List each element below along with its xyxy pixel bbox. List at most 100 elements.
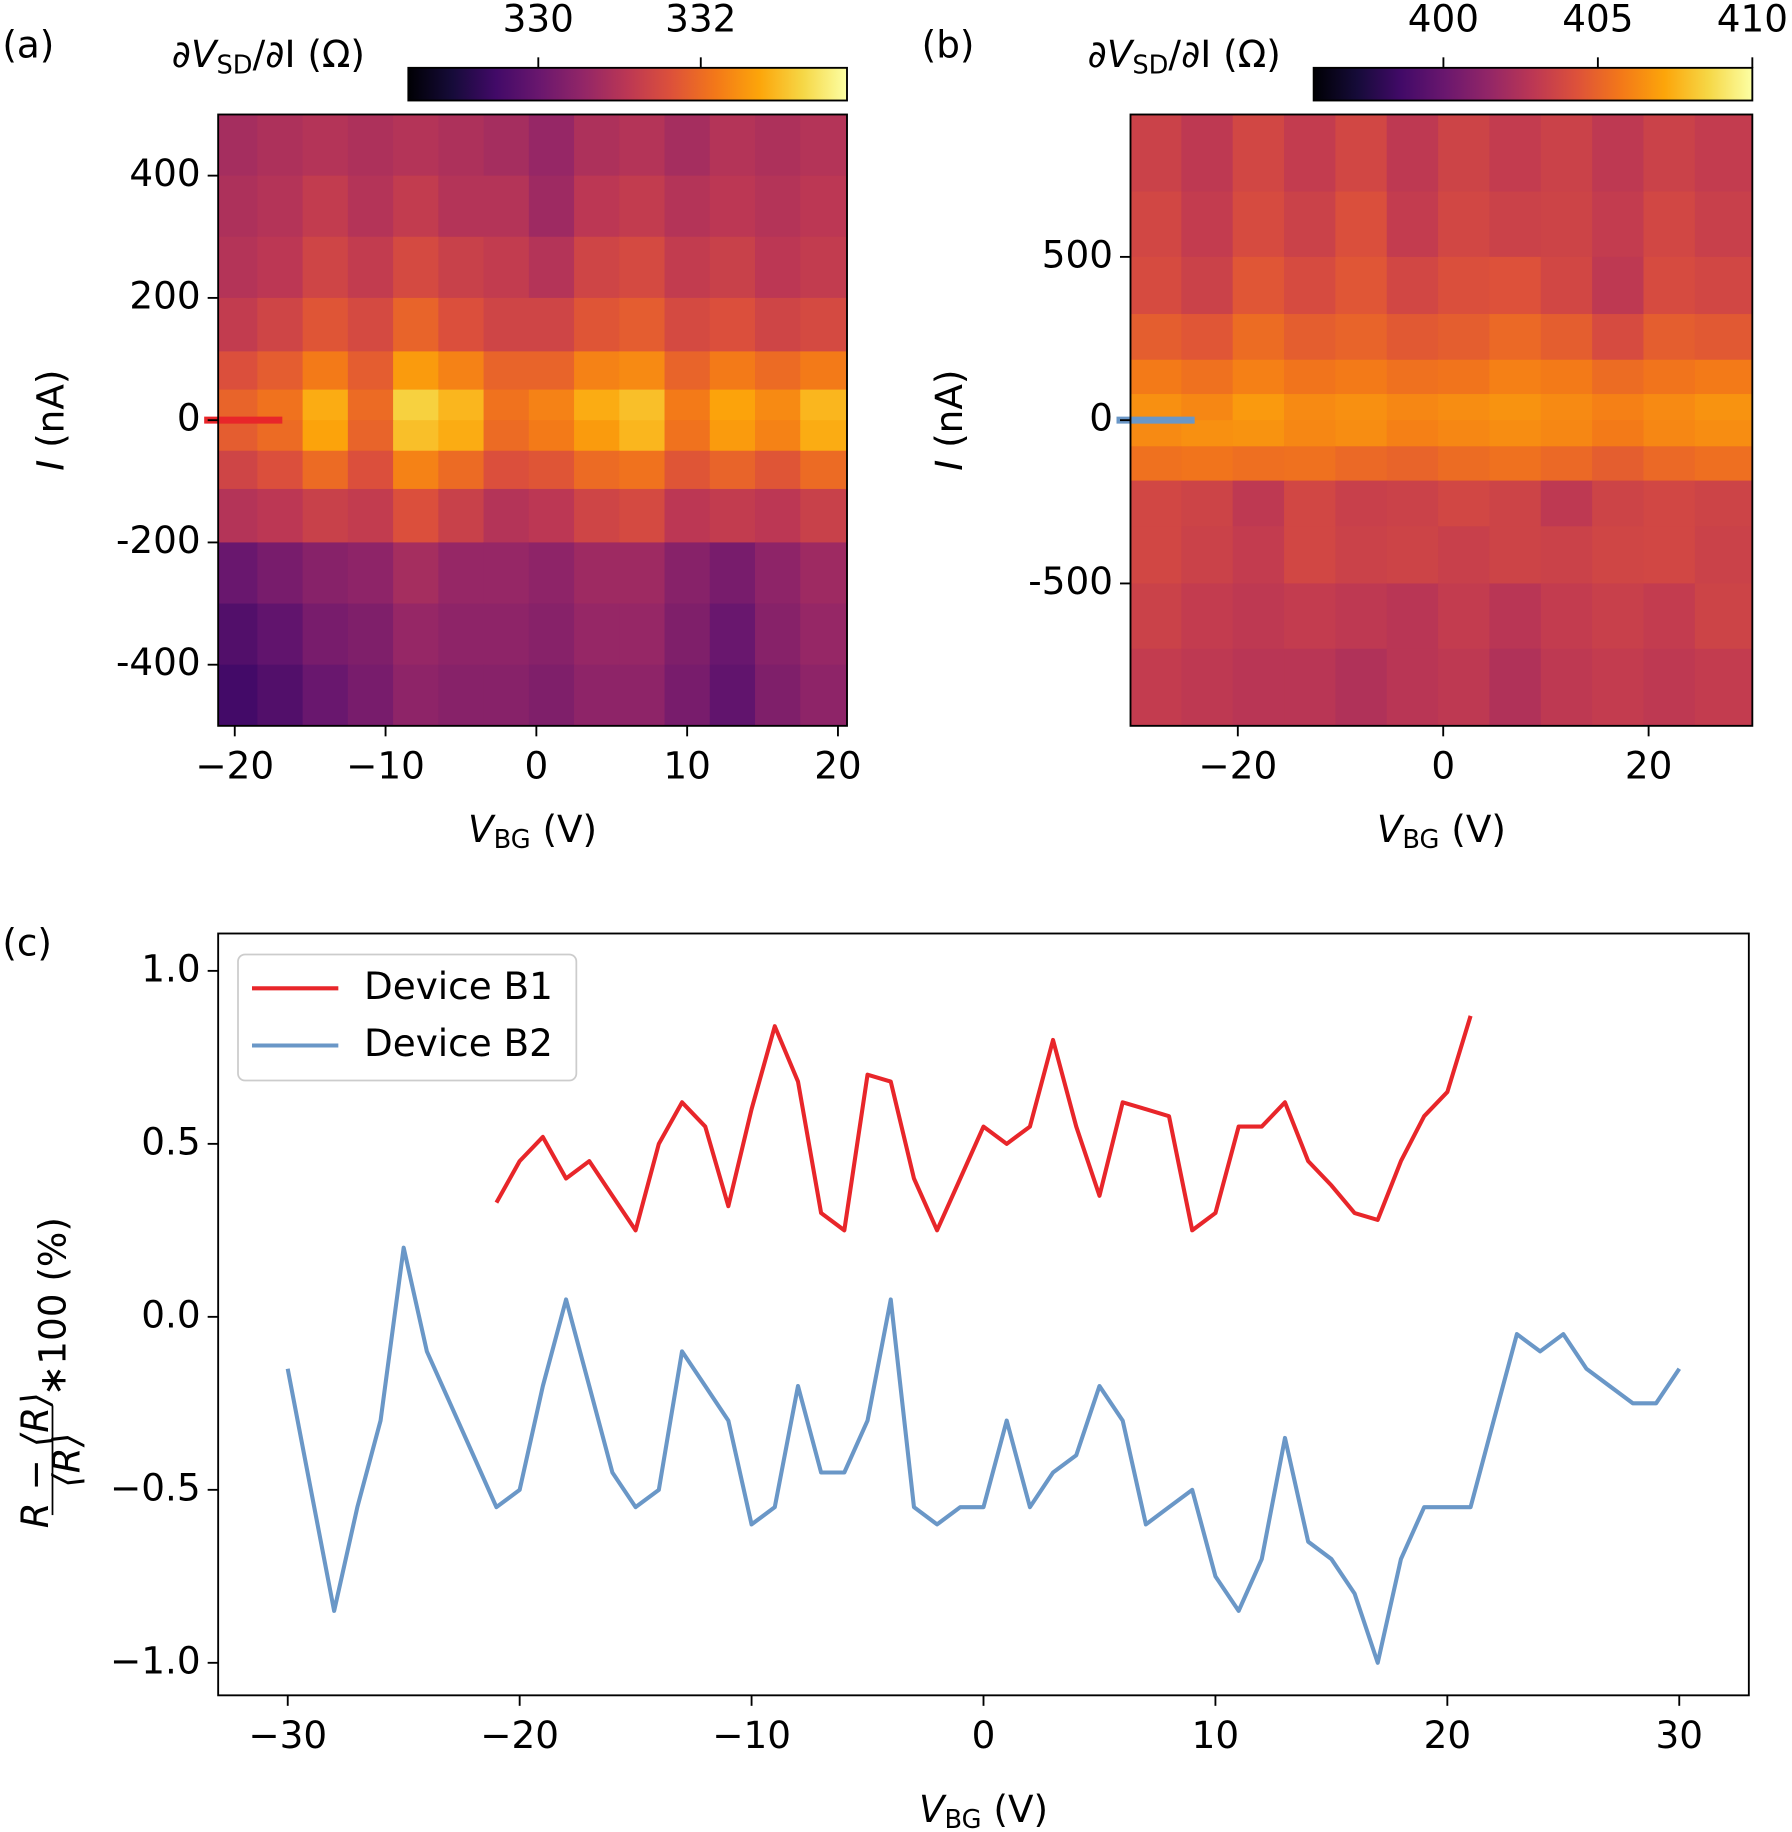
heatmap-cell	[528, 114, 575, 177]
label-part: BG	[944, 1805, 981, 1832]
heatmap-cell	[1592, 526, 1645, 585]
heatmap-cell	[800, 664, 848, 727]
heatmap-cell	[347, 389, 394, 421]
heatmap-cell	[218, 297, 258, 352]
heatmap-cell	[257, 488, 304, 544]
heatmap-cell	[528, 175, 575, 238]
label-part: (V)	[982, 1786, 1049, 1830]
y-tick-label: 0.5	[141, 1119, 200, 1163]
heatmap-cell	[1489, 114, 1542, 193]
x-tick-label: −30	[248, 1713, 327, 1757]
heatmap-cell	[1284, 359, 1336, 395]
heatmap-cell	[1438, 420, 1491, 447]
heatmap-cell	[1335, 648, 1388, 727]
heatmap-cell	[1694, 446, 1753, 482]
heatmap-cell	[438, 175, 485, 238]
heatmap-cell	[1489, 256, 1542, 315]
heatmap-cell	[755, 351, 801, 391]
y-label-numerator: R − ⟨R⟩	[13, 1392, 57, 1528]
heatmap-cell	[1335, 446, 1388, 482]
heatmap-cell	[1540, 191, 1593, 258]
heatmap-cell	[347, 114, 394, 177]
heatmap-cell	[1489, 314, 1542, 361]
label-part: (V)	[1439, 806, 1506, 850]
heatmap-cell	[1284, 446, 1336, 482]
heatmap-cell	[393, 488, 439, 544]
heatmap-cell	[755, 488, 801, 544]
heatmap-cell	[755, 542, 801, 605]
heatmap-cell	[483, 351, 530, 391]
x-tick-label: −20	[480, 1713, 559, 1757]
heatmap-cell	[1386, 583, 1439, 650]
heatmap-cell	[347, 297, 394, 352]
heatmap-cell	[1386, 420, 1439, 447]
heatmap-cell	[574, 542, 620, 605]
heatmap-cell	[1489, 526, 1542, 585]
legend-label: Device B2	[364, 1021, 553, 1065]
heatmap-cell	[664, 351, 711, 391]
heatmap-cell	[1592, 446, 1645, 482]
heatmap-cell	[218, 542, 258, 605]
heatmap-cell	[709, 297, 756, 352]
heatmap-cell	[257, 114, 304, 177]
heatmap-cell	[1438, 394, 1491, 421]
heatmap-cell	[1592, 583, 1645, 650]
heatmap-cell	[1694, 648, 1753, 727]
heatmap-cell	[483, 488, 530, 544]
series-line	[494, 1015, 1473, 1233]
heatmap-cell	[800, 542, 848, 605]
legend-label: Device B1	[364, 964, 553, 1008]
plot-frame	[1129, 113, 1754, 727]
heatmap-cell	[1592, 480, 1645, 527]
heatmap-cell	[393, 603, 439, 666]
label-part: V	[468, 806, 496, 850]
heatmap-cell	[709, 542, 756, 605]
heatmap-cell	[1232, 394, 1285, 421]
heatmap-cell	[755, 236, 801, 299]
heatmap-cell	[1335, 314, 1388, 361]
heatmap-cell	[218, 175, 258, 238]
heatmap-cell	[257, 297, 304, 352]
heatmap-cell	[302, 236, 349, 299]
x-tick-label: 20	[1625, 743, 1672, 787]
axis-label: I (nA)	[926, 370, 970, 471]
axis-label: I (nA)	[28, 370, 72, 471]
heatmap-cell	[1592, 256, 1645, 315]
heatmap-cell	[619, 175, 666, 238]
x-tick-label: −20	[195, 743, 274, 787]
heatmap-cell	[393, 664, 439, 727]
heatmap-cell	[1438, 446, 1491, 482]
y-label-denominator: ⟨R⟩	[44, 1433, 88, 1488]
heatmap-cell	[393, 351, 439, 391]
x-tick-label: −10	[346, 743, 425, 787]
heatmap-cell	[1232, 420, 1285, 447]
heatmap-cell	[1540, 256, 1593, 315]
heatmap-cell	[1694, 359, 1753, 395]
heatmap-cell	[438, 420, 485, 452]
heatmap-cell	[347, 420, 394, 452]
heatmap-cell	[574, 420, 620, 452]
heatmap-cell	[1592, 314, 1645, 361]
heatmap-cell	[755, 664, 801, 727]
heatmap-cell	[1181, 191, 1234, 258]
heatmap-cell	[438, 664, 485, 727]
heatmap-cell	[1386, 191, 1439, 258]
heatmap-cell	[709, 175, 756, 238]
heatmap-cell	[1232, 526, 1285, 585]
heatmap-cell	[1489, 480, 1542, 527]
heatmap-cell	[664, 542, 711, 605]
heatmap-cell	[438, 114, 485, 177]
heatmap-cell	[438, 236, 485, 299]
heatmap-cell	[1181, 314, 1234, 361]
heatmap-cell	[438, 488, 485, 544]
heatmap-cell	[1130, 526, 1182, 585]
heatmap-cell	[1694, 191, 1753, 258]
heatmap-cell	[528, 420, 575, 452]
heatmap-cell	[347, 351, 394, 391]
heatmap-cell	[483, 603, 530, 666]
y-tick-label: −0.5	[110, 1465, 201, 1509]
heatmap-cell	[302, 664, 349, 727]
y-tick-label: 200	[129, 273, 200, 317]
heatmap-cell	[218, 664, 258, 727]
heatmap-cell	[347, 175, 394, 238]
